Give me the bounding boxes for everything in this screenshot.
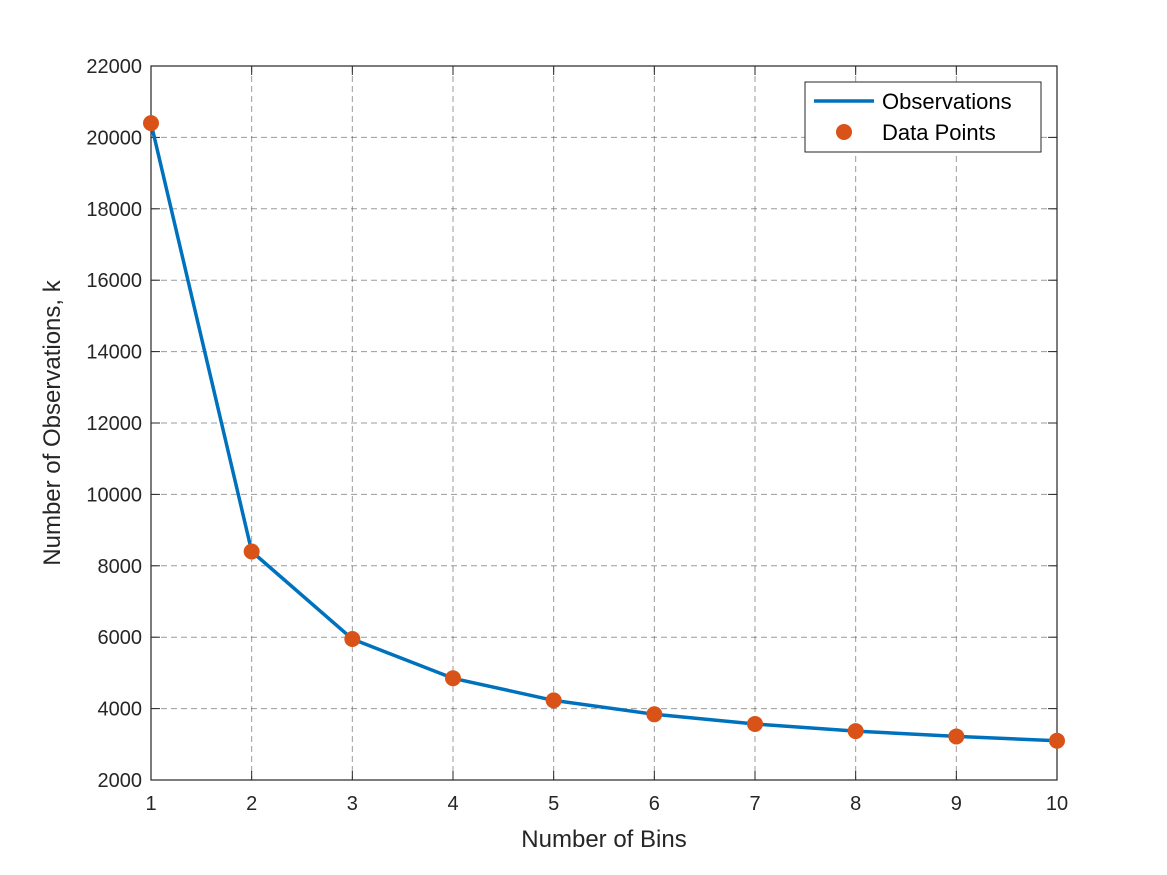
tick-marks [150,65,1058,781]
data-point-marker [545,692,562,709]
x-tick-label: 9 [951,793,962,815]
y-tick-label: 4000 [98,699,143,721]
y-tick-labels: 2000 4000 6000 8000 10000 12000 14000 16000 1800… [86,56,142,792]
data-point-marker [445,670,461,687]
data-point-marker [143,115,159,132]
y-tick-label: 6000 [98,627,143,649]
series-line-observations [149,121,1059,743]
y-tick-label: 16000 [86,270,142,292]
legend-label-observations: Observations [882,89,1012,114]
data-point-marker [344,630,361,647]
y-tick-label: 2000 [98,770,143,792]
y-tick-label: 12000 [86,413,142,435]
x-tick-label: 6 [649,793,660,815]
legend-box [804,81,1042,153]
x-axis-label: Number of Bins [521,826,686,853]
x-tick-labels: 1 2 3 4 5 6 7 8 9 10 [145,793,1068,815]
y-tick-label: 14000 [86,342,142,364]
x-tick-label: 1 [145,793,156,815]
x-tick-label: 8 [850,793,861,815]
x-tick-label: 7 [749,793,760,815]
data-point-marker [747,715,763,732]
legend: Observations Data Points [804,81,1042,153]
y-axis-label: Number of Observations, k [39,279,66,565]
grid [151,66,1057,780]
data-point-marker [948,728,965,745]
y-tick-label: 20000 [86,127,142,149]
x-tick-label: 3 [347,793,358,815]
x-tick-label: 5 [548,793,559,815]
x-tick-label: 10 [1046,793,1068,815]
y-tick-label: 8000 [98,556,143,578]
data-point-marker [646,706,663,723]
legend-label-data-points: Data Points [882,120,996,145]
data-point-marker [243,543,260,560]
x-tick-label: 2 [246,793,257,815]
data-point-marker [847,723,864,740]
y-tick-label: 10000 [86,484,142,506]
y-tick-label: 22000 [86,56,142,78]
y-tick-label: 18000 [86,199,142,221]
plot-series [143,115,1065,749]
legend-marker-swatch [836,124,852,140]
x-tick-label: 4 [447,793,458,815]
data-point-marker [1049,732,1065,749]
